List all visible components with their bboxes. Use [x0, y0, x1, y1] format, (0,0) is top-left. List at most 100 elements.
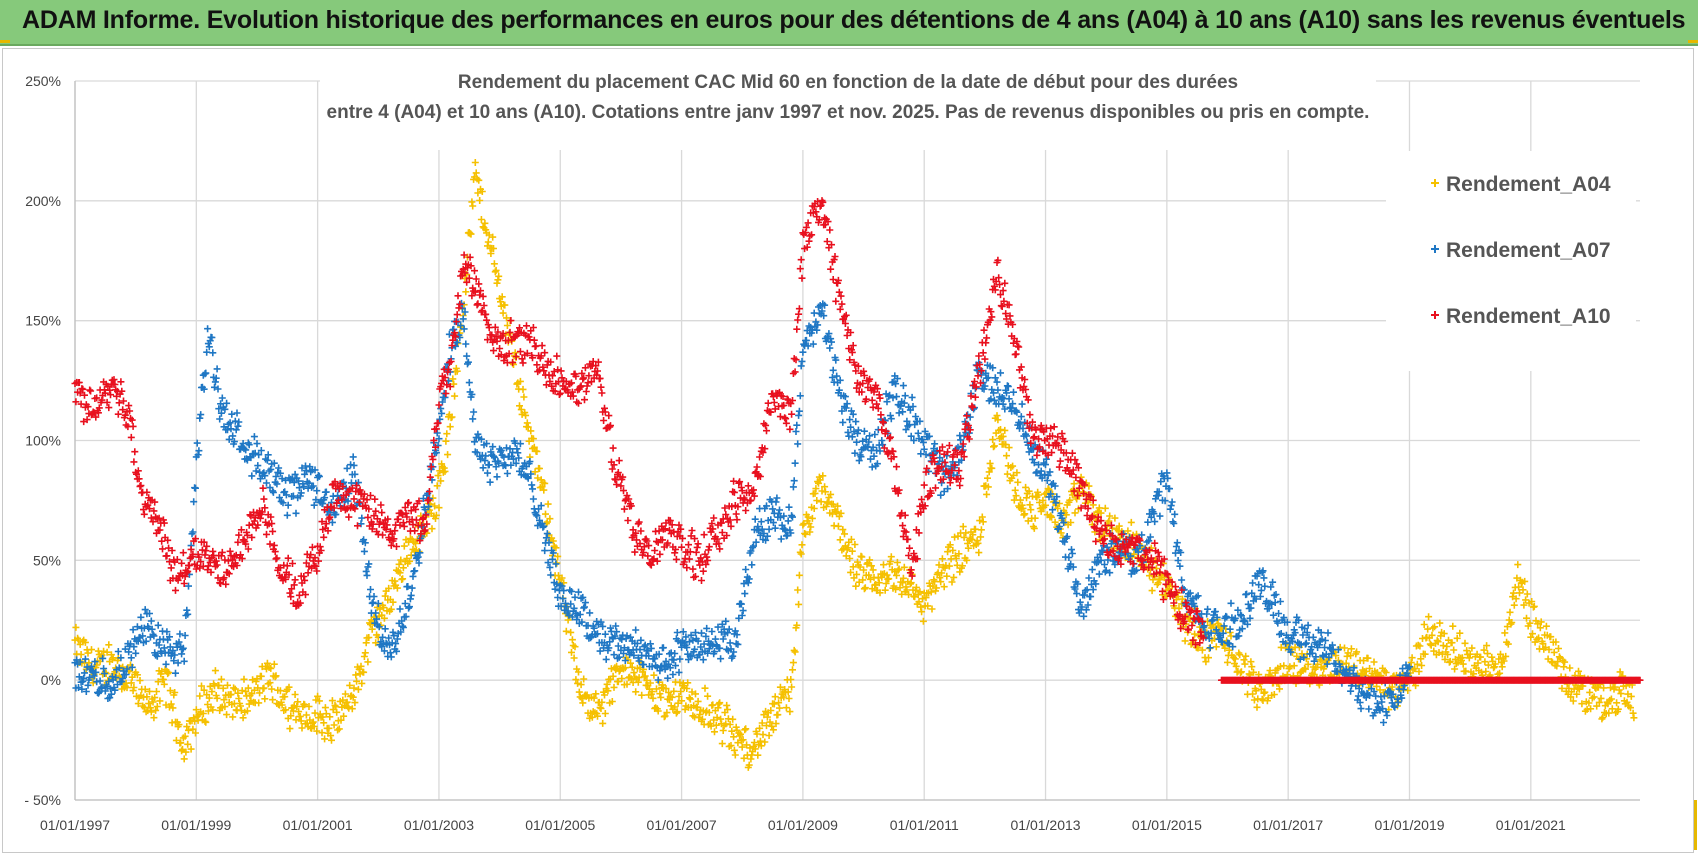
point-Rendement_A10	[938, 443, 946, 451]
point-Rendement_A10	[1094, 518, 1101, 526]
point-Rendement_A04	[1477, 653, 1485, 661]
point-Rendement_A10	[756, 453, 764, 461]
point-Rendement_A04	[1240, 656, 1248, 664]
point-Rendement_A04	[1547, 633, 1555, 641]
point-Rendement_A07	[683, 644, 691, 651]
point-Rendement_A10	[627, 502, 635, 510]
point-Rendement_A10	[491, 323, 499, 331]
point-Rendement_A10	[446, 383, 454, 391]
point-Rendement_A04	[759, 731, 767, 739]
point-Rendement_A10	[339, 483, 347, 491]
point-Rendement_A10	[260, 495, 268, 503]
point-Rendement_A10	[907, 566, 915, 574]
point-Rendement_A04	[1520, 601, 1528, 609]
point-Rendement_A07	[865, 438, 873, 446]
point-Rendement_A10	[353, 482, 361, 489]
point-Rendement_A07	[599, 622, 607, 630]
point-Rendement_A07	[1057, 509, 1065, 517]
point-Rendement_A10	[1058, 430, 1066, 438]
point-Rendement_A07	[179, 644, 187, 652]
point-Rendement_A10	[72, 398, 80, 406]
point-Rendement_A10	[338, 496, 346, 504]
point-Rendement_A07	[769, 505, 777, 513]
point-Rendement_A04	[943, 572, 951, 580]
point-Rendement_A04	[215, 682, 223, 690]
point-Rendement_A04	[899, 574, 907, 582]
point-Rendement_A10	[482, 310, 490, 318]
point-Rendement_A04	[1623, 698, 1631, 706]
point-Rendement_A10	[655, 527, 663, 535]
point-Rendement_A10	[282, 575, 290, 583]
point-Rendement_A07	[463, 352, 471, 360]
point-Rendement_A04	[608, 698, 616, 705]
point-Rendement_A10	[860, 367, 868, 375]
point-Rendement_A04	[662, 685, 670, 693]
point-Rendement_A10	[853, 384, 861, 392]
point-Rendement_A07	[741, 590, 749, 598]
point-Rendement_A04	[544, 500, 552, 508]
point-Rendement_A04	[657, 693, 665, 701]
point-Rendement_A07	[744, 579, 752, 587]
point-Rendement_A10	[202, 547, 210, 555]
point-Rendement_A07	[477, 455, 484, 463]
point-Rendement_A10	[788, 410, 796, 418]
point-Rendement_A04	[851, 541, 859, 548]
point-Rendement_A10	[437, 383, 445, 391]
point-Rendement_A04	[446, 423, 454, 431]
point-Rendement_A07	[893, 375, 901, 383]
point-Rendement_A04	[701, 684, 709, 692]
point-Rendement_A07	[545, 539, 553, 546]
point-Rendement_A07	[146, 610, 153, 617]
point-Rendement_A04	[795, 571, 803, 579]
point-Rendement_A07	[703, 624, 711, 632]
point-Rendement_A10	[846, 356, 854, 364]
point-Rendement_A04	[328, 697, 336, 705]
point-Rendement_A07	[1249, 579, 1257, 587]
point-Rendement_A07	[726, 639, 734, 647]
point-Rendement_A10	[645, 542, 653, 550]
point-Rendement_A10	[780, 401, 788, 409]
point-Rendement_A07	[438, 409, 446, 417]
point-Rendement_A10	[666, 517, 674, 525]
point-Rendement_A07	[597, 618, 605, 626]
point-Rendement_A04	[568, 648, 575, 656]
point-Rendement_A10	[1192, 608, 1200, 616]
point-Rendement_A04	[1614, 705, 1622, 713]
point-Rendement_A07	[178, 650, 186, 658]
point-Rendement_A07	[990, 389, 997, 397]
point-Rendement_A10	[512, 353, 520, 360]
point-Rendement_A10	[965, 435, 973, 443]
point-Rendement_A07	[390, 632, 398, 640]
point-Rendement_A10	[1139, 557, 1147, 565]
point-Rendement_A04	[474, 189, 482, 197]
point-Rendement_A10	[480, 302, 488, 309]
point-Rendement_A07	[689, 636, 697, 644]
point-Rendement_A07	[829, 366, 837, 374]
point-Rendement_A07	[350, 461, 358, 469]
point-Rendement_A10	[432, 425, 440, 433]
point-Rendement_A10	[1087, 493, 1095, 501]
point-Rendement_A07	[1308, 643, 1316, 651]
point-Rendement_A07	[602, 655, 610, 663]
point-Rendement_A10	[625, 495, 633, 503]
point-Rendement_A10	[868, 396, 876, 404]
point-Rendement_A07	[295, 484, 303, 492]
point-Rendement_A04	[343, 698, 351, 706]
point-Rendement_A10	[781, 414, 789, 422]
point-Rendement_A04	[654, 707, 662, 715]
point-Rendement_A10	[763, 427, 770, 435]
point-Rendement_A04	[1250, 696, 1258, 704]
point-Rendement_A04	[213, 694, 221, 702]
point-Rendement_A07	[610, 651, 618, 659]
point-Rendement_A07	[1237, 612, 1245, 620]
point-Rendement_A07	[821, 301, 829, 309]
point-Rendement_A04	[627, 659, 634, 667]
point-Rendement_A10	[203, 542, 211, 550]
point-Rendement_A04	[899, 579, 907, 587]
point-Rendement_A04	[684, 679, 692, 687]
point-Rendement_A04	[795, 600, 803, 608]
point-Rendement_A10	[1154, 548, 1162, 556]
point-Rendement_A10	[620, 487, 627, 495]
point-Rendement_A07	[699, 656, 707, 664]
point-Rendement_A04	[321, 704, 329, 712]
